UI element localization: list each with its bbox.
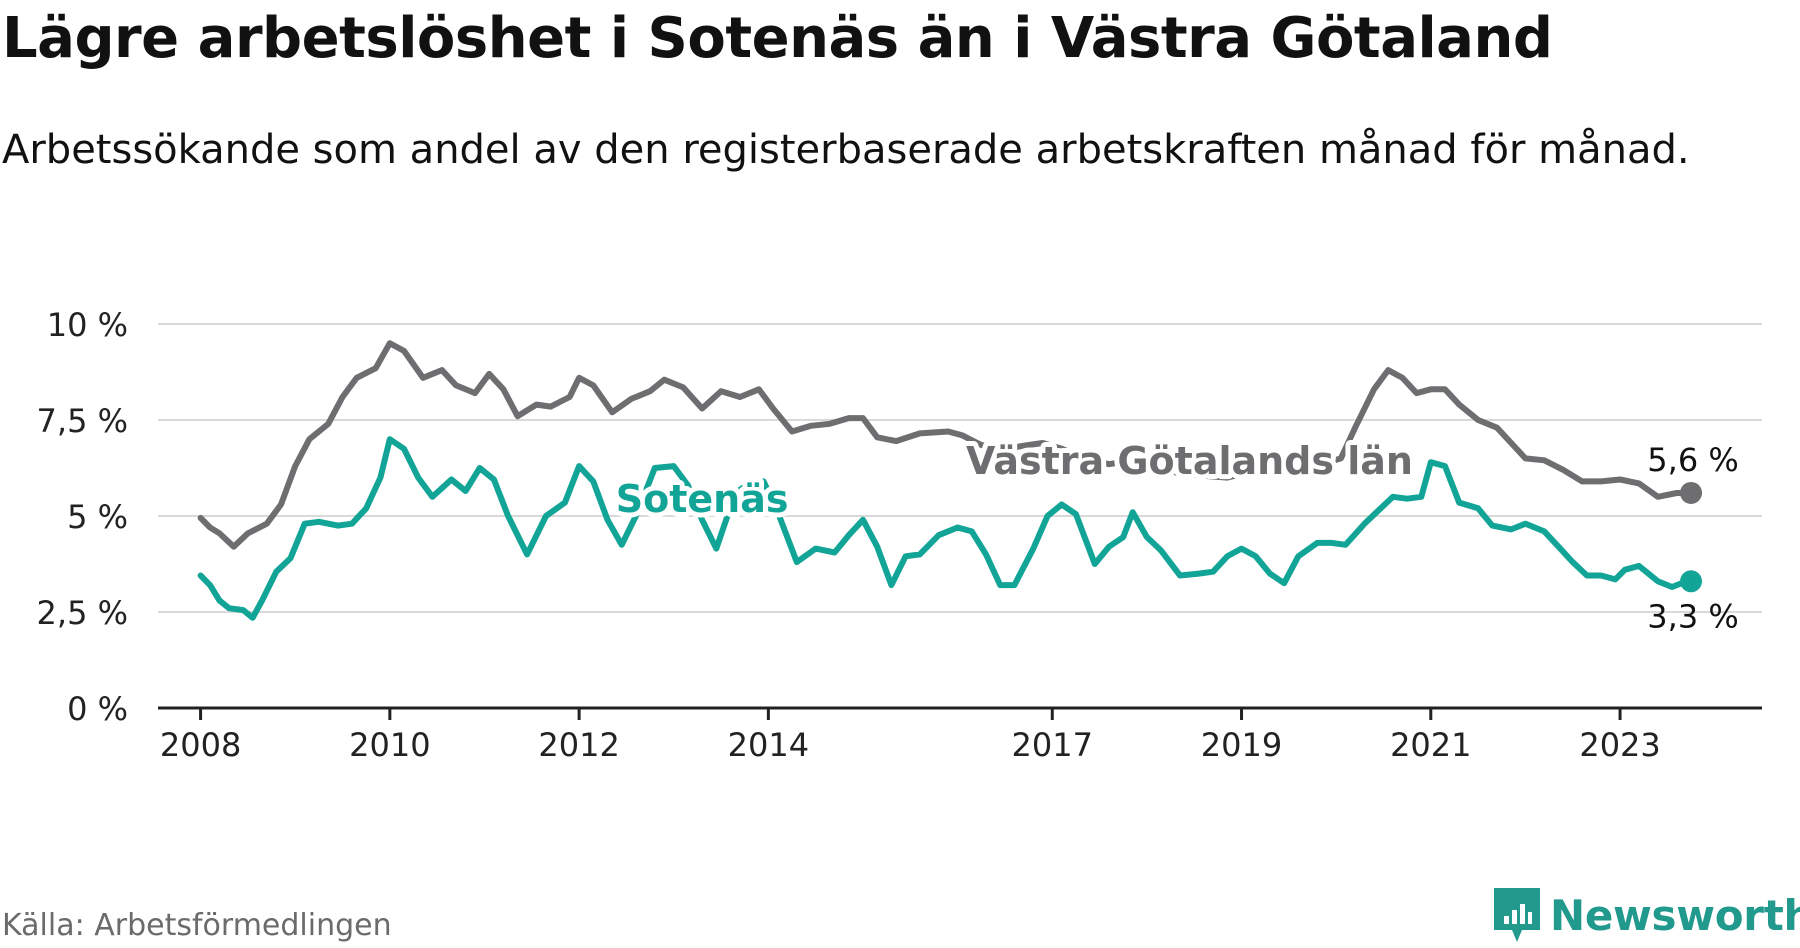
x-tick-label: 2023 <box>1579 726 1660 764</box>
y-tick-label: 7,5 % <box>37 402 128 440</box>
source-note: Källa: Arbetsförmedlingen <box>2 908 392 943</box>
x-tick-label: 2010 <box>349 726 430 764</box>
brand: Newsworthy <box>1492 886 1800 944</box>
y-tick-label: 10 % <box>47 306 128 344</box>
chart-title: Lägre arbetslöshet i Sotenäs än i Västra… <box>2 6 1553 71</box>
newsworthy-logo-icon <box>1494 888 1540 942</box>
y-tick-label: 5 % <box>67 498 128 536</box>
chart-subtitle: Arbetssökande som andel av den registerb… <box>2 127 1690 173</box>
y-tick-label: 2,5 % <box>37 594 128 632</box>
x-tick-label: 2012 <box>538 726 619 764</box>
x-tick-label: 2014 <box>728 726 809 764</box>
x-tick-label: 2008 <box>160 726 241 764</box>
brand-name: Newsworthy <box>1550 890 1800 940</box>
x-tick-label: 2017 <box>1012 726 1093 764</box>
x-tick-label: 2019 <box>1201 726 1282 764</box>
series-end-marker <box>1680 481 1703 504</box>
series-annotation: Västra Götalands län <box>966 439 1413 483</box>
x-tick-label: 2021 <box>1390 726 1471 764</box>
series-end-marker <box>1680 570 1703 593</box>
series-line <box>197 340 1694 550</box>
series-end-label: 3,3 % <box>1647 597 1738 635</box>
series-annotation: Sotenäs <box>616 477 789 521</box>
series-line <box>197 436 1694 621</box>
y-tick-label: 0 % <box>67 690 128 728</box>
series-end-label: 5,6 % <box>1647 441 1738 479</box>
